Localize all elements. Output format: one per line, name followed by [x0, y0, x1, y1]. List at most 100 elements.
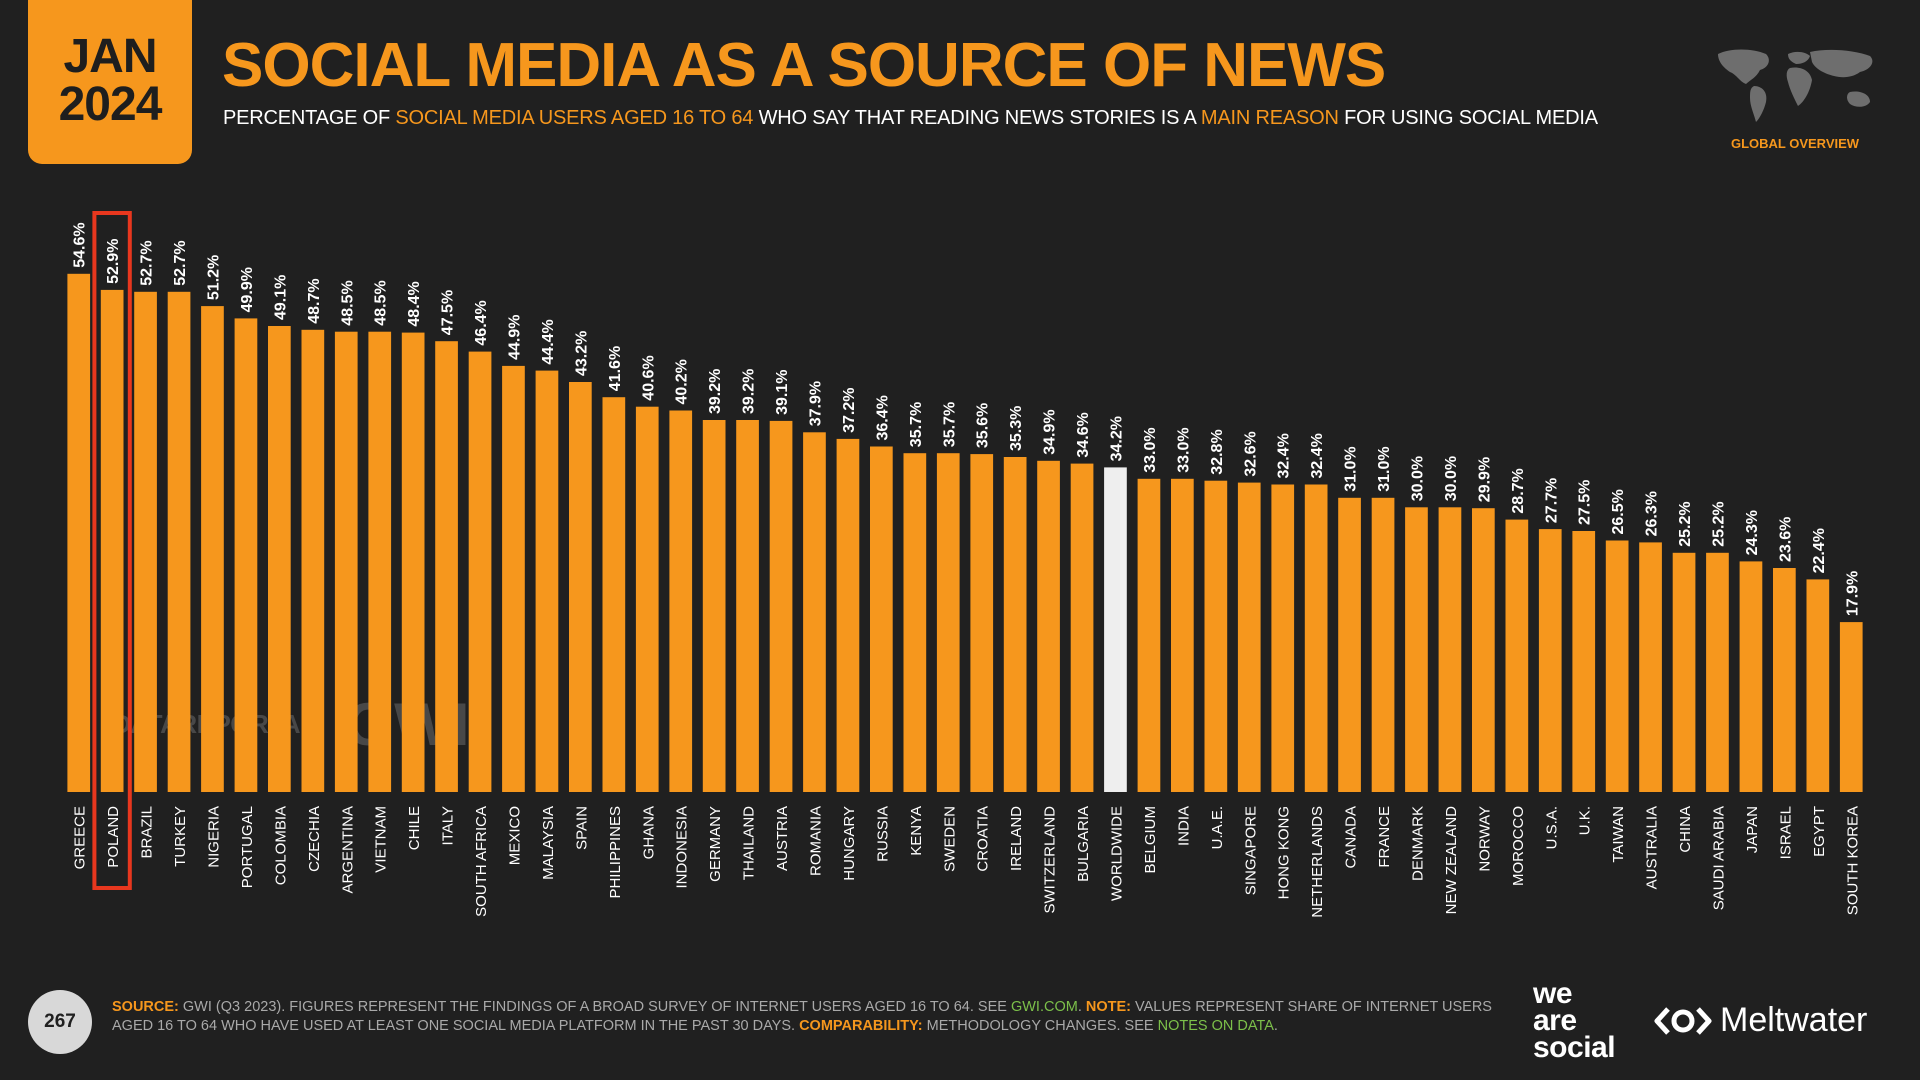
bar-saudi-arabia	[1706, 552, 1729, 792]
bar-czechia	[301, 329, 325, 792]
value-label: 48.5%	[373, 280, 390, 325]
value-label: 25.2%	[1677, 501, 1694, 546]
logo-text: social	[1533, 1031, 1616, 1064]
value-label: 39.2%	[707, 369, 724, 414]
source-link[interactable]: GWI.COM	[1010, 999, 1078, 1015]
bar-ghana	[635, 406, 659, 792]
category-label: RUSSIA	[874, 806, 891, 862]
bar-japan	[1739, 561, 1763, 792]
subtitle-highlight: MAIN REASON	[1200, 107, 1339, 129]
logo-text: are	[1533, 1004, 1577, 1037]
category-label: FRANCE	[1376, 806, 1393, 868]
value-label: 35.6%	[975, 403, 992, 448]
bar-hungary	[836, 438, 860, 792]
note-text: VALUES REPRESENT SHARE OF INTERNET USERS…	[112, 999, 1492, 1034]
bar-chile	[401, 332, 425, 792]
value-label: 31.0%	[1376, 446, 1393, 491]
category-label: NIGERIA	[206, 806, 223, 868]
value-label: 32.6%	[1242, 431, 1259, 476]
bar-sweden	[936, 453, 960, 792]
category-label: ARGENTINA	[339, 806, 356, 894]
category-label: SOUTH AFRICA	[473, 806, 490, 917]
bar-u-s-a	[1538, 529, 1562, 792]
category-label: THAILAND	[741, 806, 758, 880]
logo-text: Meltwater	[1720, 1001, 1868, 1039]
category-label: PHILIPPINES	[607, 806, 624, 899]
value-label: 35.3%	[1008, 406, 1025, 451]
value-label: 17.9%	[1844, 571, 1861, 616]
category-label: CANADA	[1343, 806, 1360, 869]
comparability-text: METHODOLOGY CHANGES. SEE	[922, 1018, 1158, 1034]
bar-worldwide	[1104, 467, 1127, 792]
value-label: 52.9%	[105, 239, 122, 284]
notes-on-data-link[interactable]: NOTES ON DATA	[1157, 1018, 1274, 1034]
category-label: PORTUGAL	[239, 806, 256, 888]
bar-argentina	[334, 331, 358, 792]
value-label: 36.4%	[874, 395, 891, 440]
value-label: 30.0%	[1443, 456, 1460, 501]
bar-switzerland	[1037, 460, 1060, 792]
category-label: CZECHIA	[306, 806, 323, 872]
value-label: 37.9%	[808, 381, 825, 426]
category-label: MALAYSIA	[540, 806, 557, 880]
category-label: ROMANIA	[808, 806, 825, 876]
bar-netherlands	[1304, 484, 1328, 792]
bar-austria	[769, 420, 793, 792]
category-label: JAPAN	[1744, 806, 1761, 853]
category-label: ITALY	[440, 806, 457, 845]
value-label: 25.2%	[1711, 501, 1728, 546]
page-subtitle: PERCENTAGE OF SOCIAL MEDIA USERS AGED 16…	[223, 107, 1598, 130]
bar-chart: 54.6% GREECE 52.9% POLAND 52.7% BRAZIL 52.7% TU…	[67, 211, 1863, 918]
bar-germany	[702, 420, 726, 792]
category-label: MOROCCO	[1510, 806, 1527, 886]
value-label: 32.4%	[1276, 433, 1293, 478]
value-label: 49.9%	[239, 267, 256, 312]
bar-canada	[1338, 497, 1361, 792]
bar-norway	[1472, 508, 1495, 792]
highlight-outline	[92, 211, 132, 890]
bar-u-a-e	[1204, 480, 1228, 792]
value-label: 39.1%	[774, 370, 791, 415]
category-label: WORLDWIDE	[1109, 806, 1126, 901]
category-label: U.K.	[1577, 806, 1594, 835]
page-title: SOCIAL MEDIA AS A SOURCE OF NEWS	[222, 31, 1386, 100]
bar-singapore	[1237, 482, 1261, 792]
category-label: SINGAPORE	[1242, 806, 1259, 895]
value-label: 49.1%	[272, 275, 289, 320]
bar-hong-kong	[1271, 484, 1295, 792]
value-label: 22.4%	[1811, 528, 1828, 573]
category-label: COLOMBIA	[272, 806, 289, 885]
date-badge: JAN 2024	[28, 0, 192, 164]
bar-new-zealand	[1438, 507, 1462, 792]
category-label: CHINA	[1677, 806, 1694, 853]
category-label: AUSTRIA	[774, 806, 791, 871]
meltwater-logo: Meltwater	[1654, 1001, 1867, 1040]
logo-text: we	[1533, 977, 1573, 1010]
source-text: GWI (Q3 2023). FIGURES REPRESENT THE FIN…	[178, 999, 1011, 1015]
category-label: KENYA	[908, 806, 925, 856]
value-label: 44.9%	[507, 315, 524, 360]
value-label: 48.4%	[406, 281, 423, 326]
value-label: 34.2%	[1109, 416, 1126, 461]
bar-u-k	[1572, 531, 1596, 792]
bar-israel	[1773, 568, 1796, 792]
page-number: 267	[28, 990, 92, 1054]
category-label: NEW ZEALAND	[1443, 806, 1460, 915]
bar-nigeria	[201, 306, 224, 792]
we-are-social-logo: we are social	[1533, 977, 1616, 1064]
category-label: POLAND	[105, 806, 122, 868]
value-label: 54.6%	[72, 222, 89, 267]
value-label: 27.5%	[1577, 480, 1594, 525]
value-label: 30.0%	[1410, 456, 1427, 501]
category-label: GHANA	[640, 806, 657, 859]
bar-greece	[67, 273, 91, 792]
bar-ireland	[1003, 457, 1027, 792]
comparability-end: .	[1273, 1018, 1278, 1034]
bar-italy	[435, 341, 458, 792]
category-label: AUSTRALIA	[1644, 806, 1661, 889]
bar-morocco	[1505, 519, 1529, 792]
value-label: 35.7%	[941, 402, 958, 447]
source-end: .	[1077, 999, 1086, 1015]
bar-turkey	[167, 291, 191, 792]
value-label: 33.0%	[1142, 427, 1159, 472]
